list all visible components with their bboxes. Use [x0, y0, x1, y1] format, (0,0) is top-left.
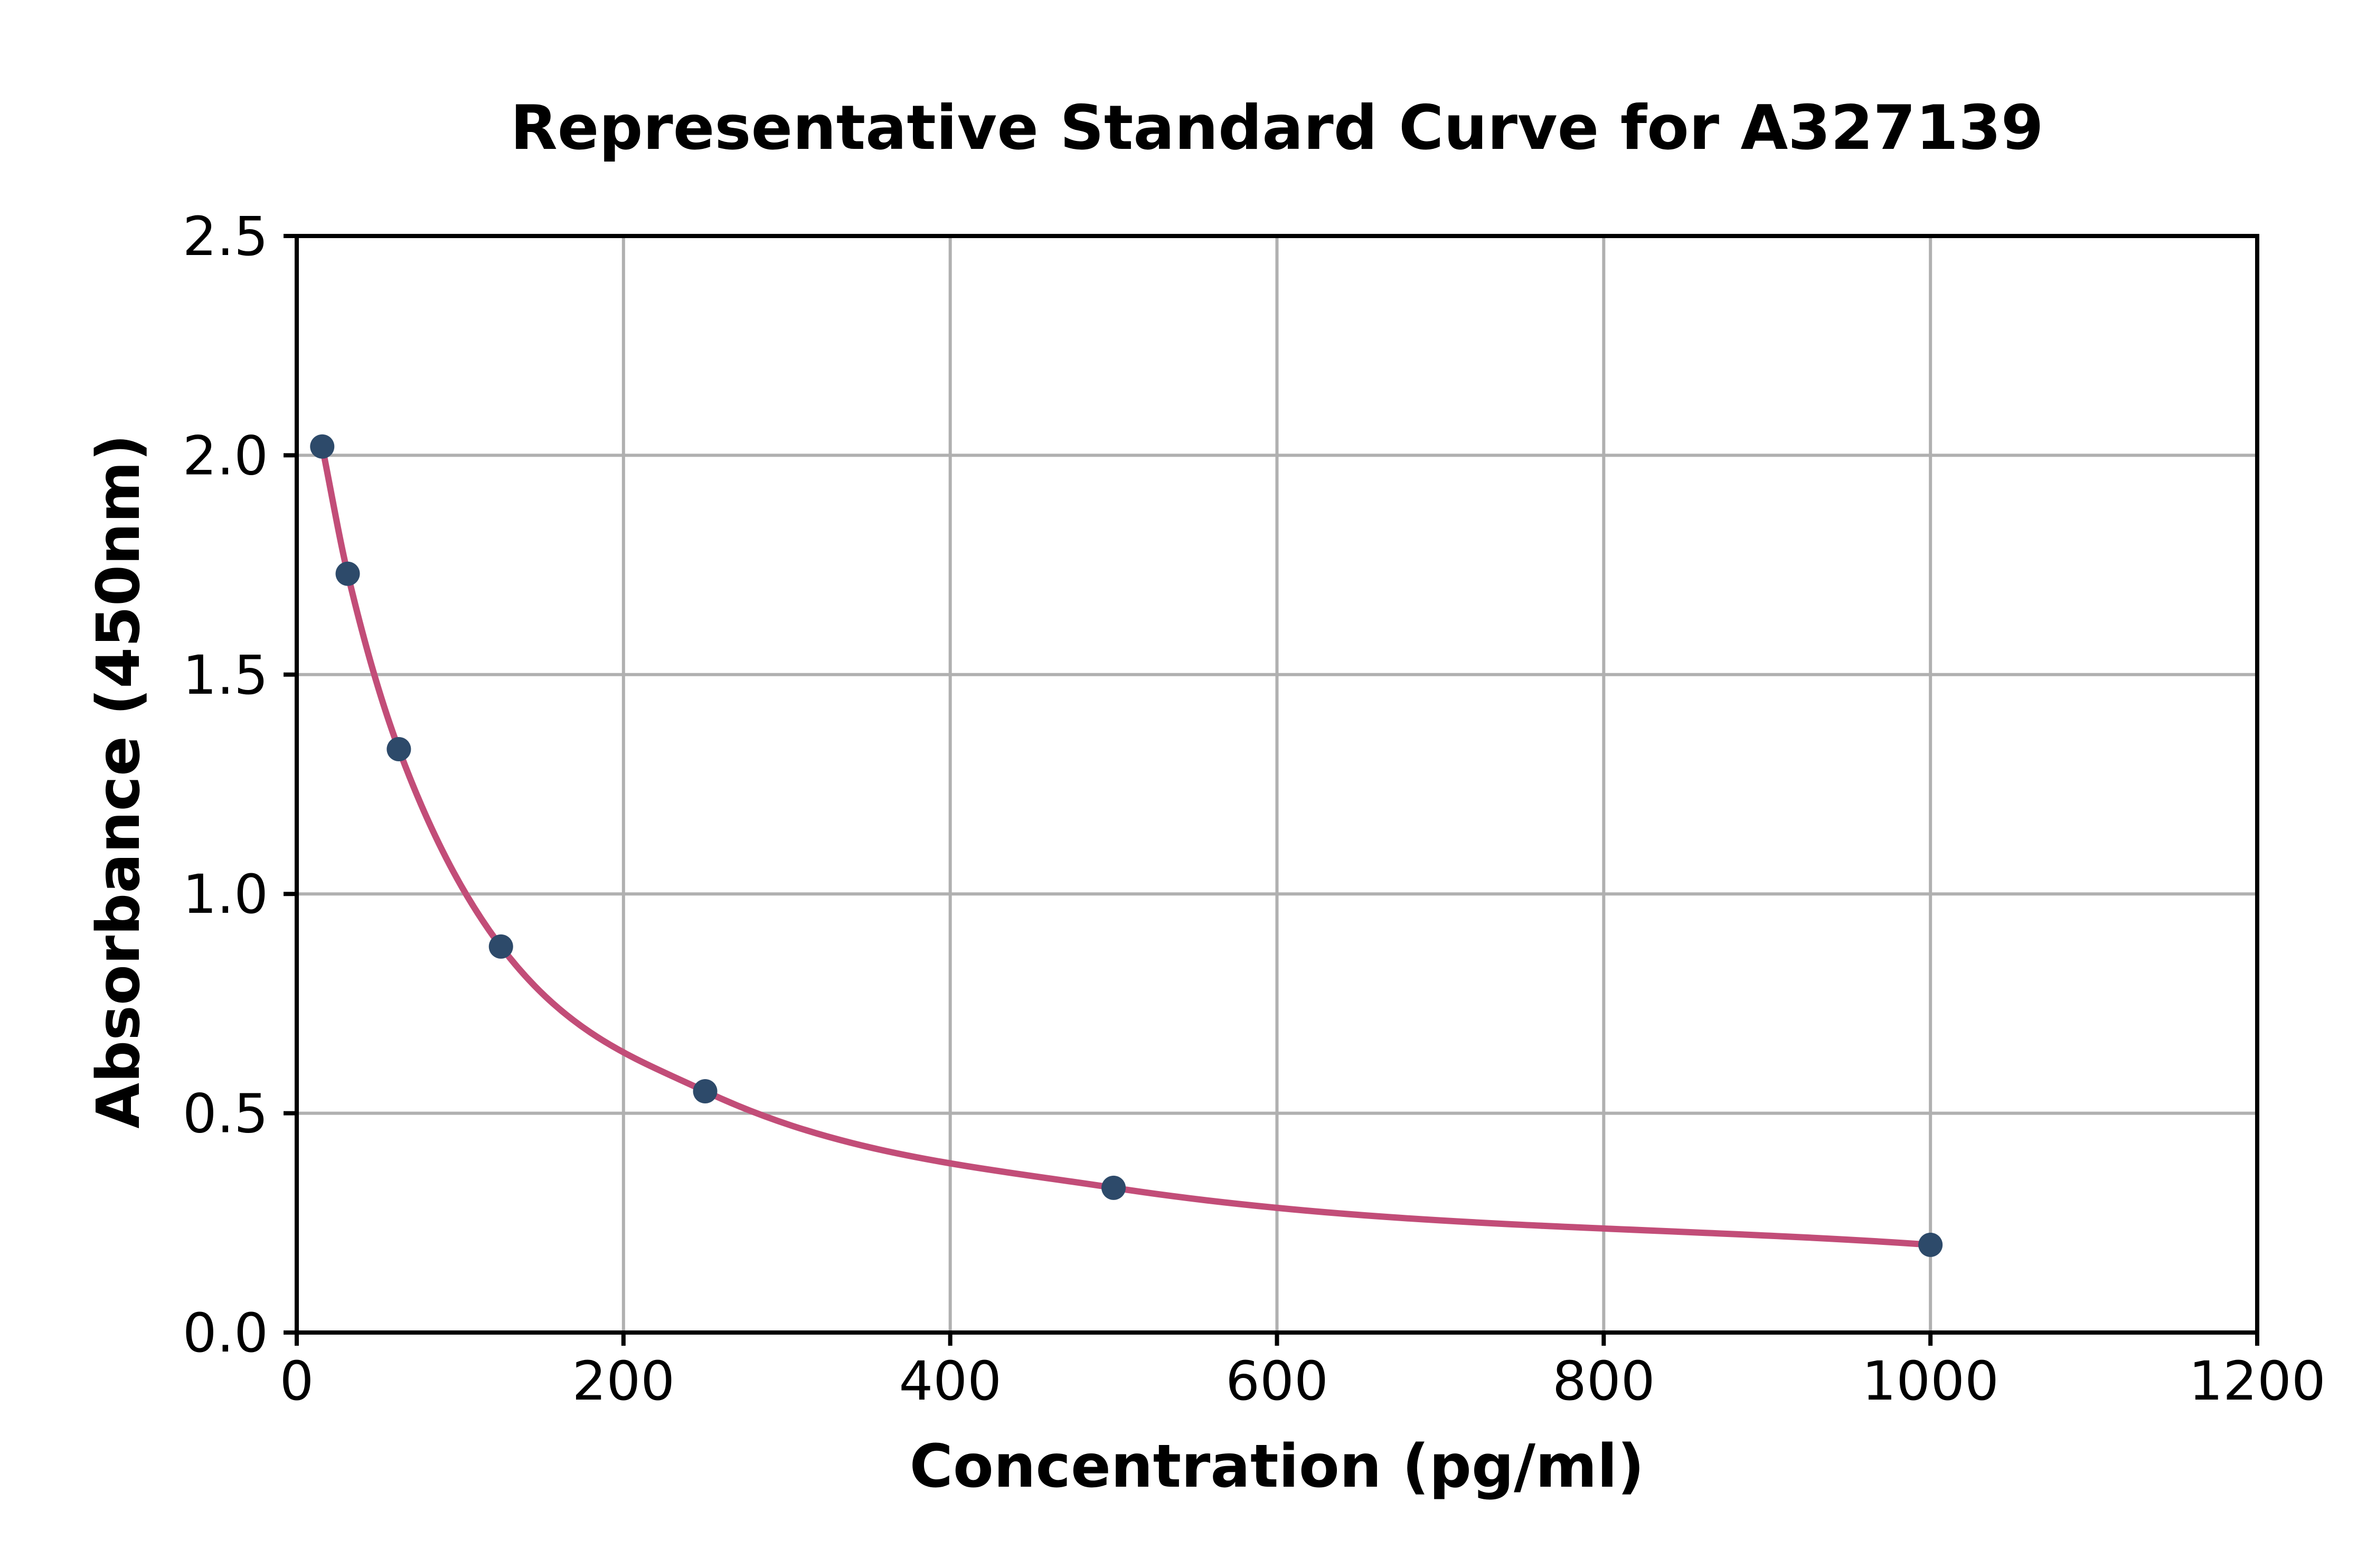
data-point	[1918, 1232, 1943, 1257]
y-tick-label: 2.0	[183, 424, 268, 487]
x-axis-label: Concentration (pg/ml)	[909, 1432, 1645, 1501]
x-tick-label: 800	[1552, 1350, 1655, 1413]
y-tick-label: 1.0	[183, 863, 268, 926]
x-tick-label: 400	[899, 1350, 1002, 1413]
standard-curve-line	[319, 443, 1934, 1248]
data-point	[310, 434, 335, 459]
x-tick-label: 600	[1225, 1350, 1328, 1413]
data-point	[488, 934, 513, 959]
y-axis-label: Absorbance (450nm)	[84, 434, 153, 1129]
x-tick-label: 1000	[1862, 1350, 1999, 1413]
data-point	[1101, 1175, 1126, 1200]
data-point	[335, 561, 360, 586]
y-tick-label: 0.0	[183, 1302, 268, 1365]
data-point	[386, 737, 411, 762]
x-tick-label: 1200	[2189, 1350, 2326, 1413]
x-tick-label: 0	[280, 1350, 314, 1413]
x-tick-label: 200	[572, 1350, 675, 1413]
y-tick-label: 2.5	[183, 205, 268, 268]
chart-title: Representative Standard Curve for A32713…	[510, 92, 2044, 164]
y-tick-label: 0.5	[183, 1083, 268, 1146]
data-point	[693, 1079, 718, 1104]
y-tick-label: 1.5	[183, 644, 268, 707]
